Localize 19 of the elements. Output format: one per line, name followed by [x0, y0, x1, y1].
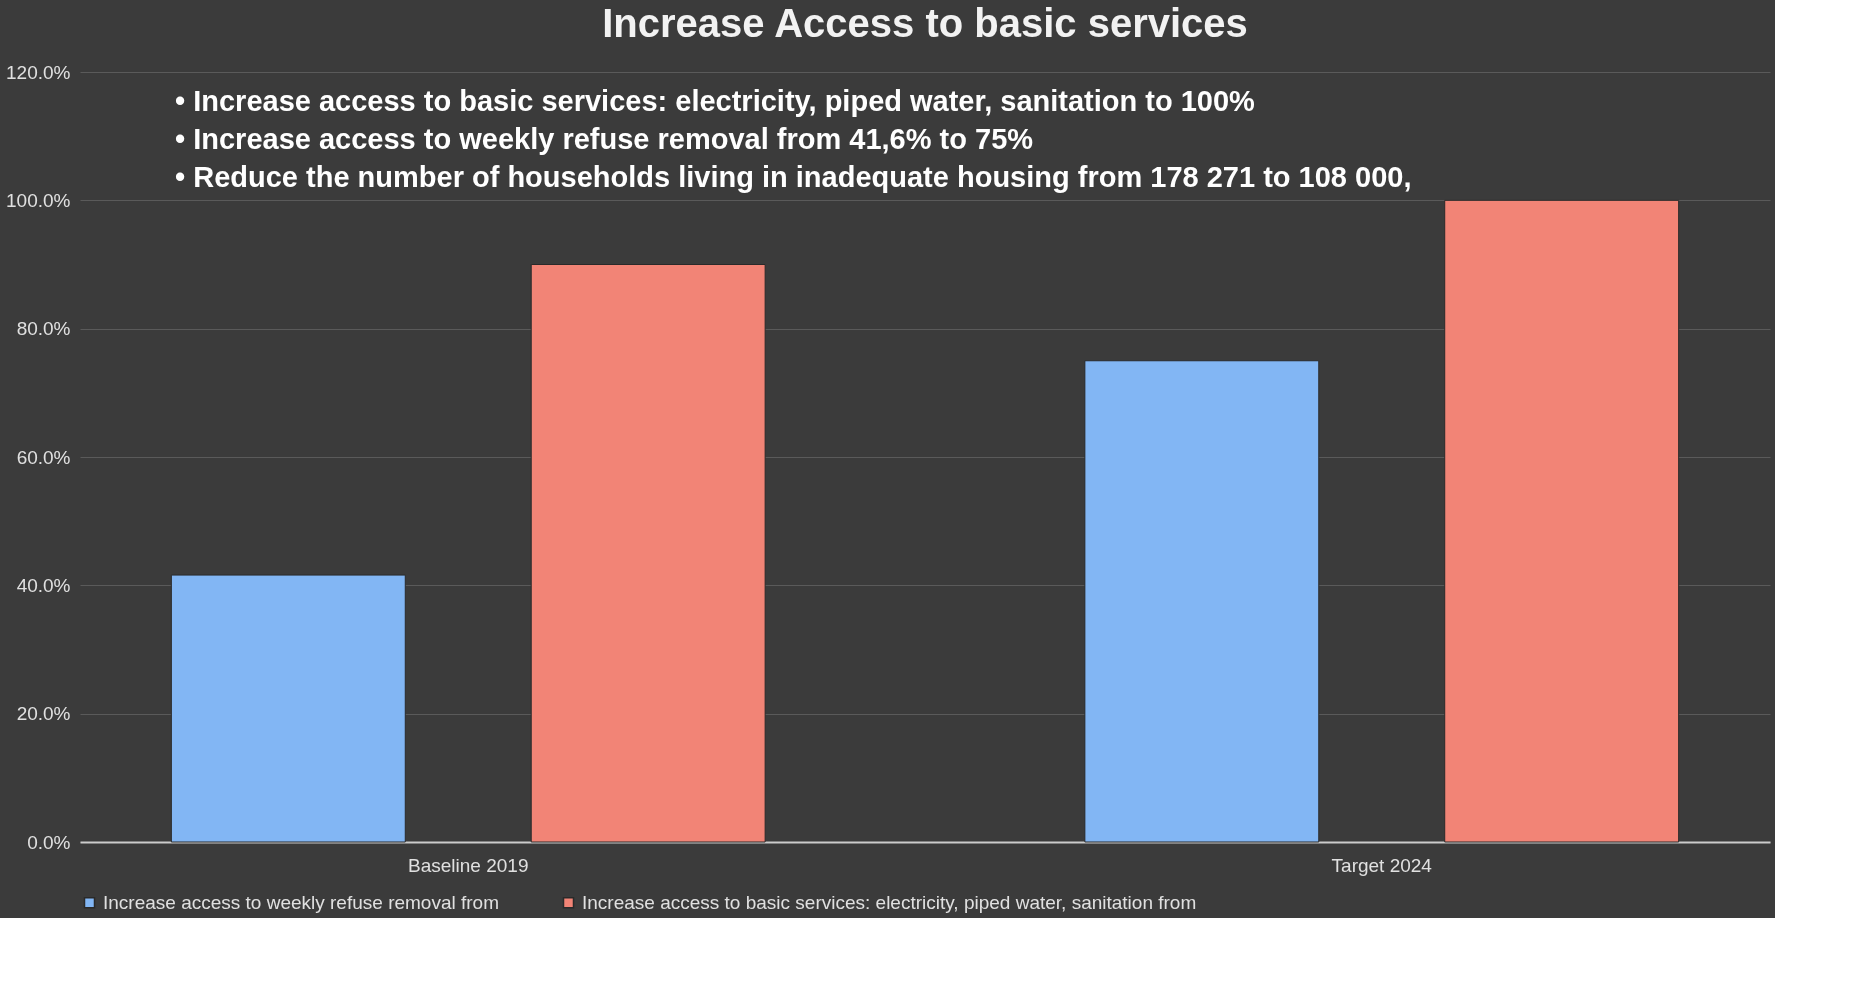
bar [1084, 360, 1320, 843]
y-tick-label: 40.0% [16, 574, 71, 596]
y-tick-label: 100.0% [6, 189, 71, 211]
y-tick-label: 0.0% [27, 831, 71, 853]
y-tick-label: 80.0% [16, 318, 71, 340]
annotation: • Reduce the number of households living in inadequate housing from 178 271 to 108 000, [175, 161, 1412, 193]
y-tick-label: 60.0% [16, 446, 71, 468]
x-tick-label: Target 2024 [1331, 854, 1433, 876]
y-tick-label: 120.0% [6, 61, 71, 83]
annotation: • Increase access to basic services: electricity, piped water, sanitation to 100% [175, 85, 1256, 117]
x-tick-label: Baseline 2019 [408, 854, 529, 876]
bar [530, 264, 766, 843]
legend-label: Increase access to basic services: electricity, piped water, sanitation from [582, 891, 1197, 913]
legend-label: Increase access to weekly refuse removal from [103, 891, 499, 913]
chart-title: Increase Access to basic services [602, 1, 1248, 45]
annotation: • Increase access to weekly refuse removal from 41,6% to 75% [175, 123, 1034, 155]
bar [1444, 199, 1680, 843]
bar [170, 574, 406, 843]
y-tick-label: 20.0% [16, 703, 71, 725]
